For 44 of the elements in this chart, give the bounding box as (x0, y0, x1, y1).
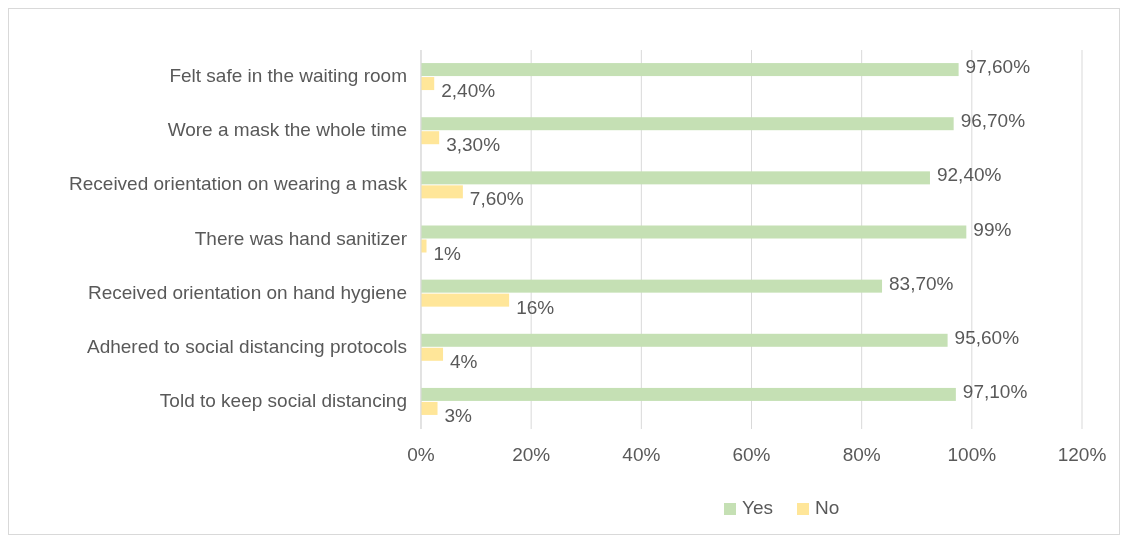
y-tick-label: Received orientation on wearing a mask (69, 173, 408, 195)
bar (421, 63, 959, 77)
x-tick-label: 60% (732, 444, 771, 465)
data-label: 4% (450, 350, 478, 372)
x-tick-label: 100% (947, 444, 997, 465)
data-label: 95,60% (954, 326, 1020, 348)
bar (421, 387, 956, 401)
data-label: 7,60% (469, 188, 524, 210)
legend-label: Yes (742, 497, 773, 519)
bar (421, 239, 427, 253)
data-label: 97,60% (965, 56, 1031, 78)
bar (421, 293, 510, 307)
bar (421, 333, 948, 347)
y-tick-label: Told to keep social distancing (159, 389, 407, 411)
data-label: 99% (973, 218, 1012, 240)
x-tick-label: 0% (407, 444, 435, 465)
data-label: 92,40% (936, 164, 1002, 186)
data-label: 1% (433, 242, 462, 264)
bar (421, 225, 967, 239)
data-label: 97,10% (962, 380, 1028, 402)
y-tick-label: Received orientation on hand hygiene (87, 281, 407, 303)
bar (421, 171, 930, 185)
y-tick-label: There was hand sanitizer (194, 227, 408, 249)
bar (421, 131, 440, 145)
y-tick-label: Wore a mask the whole time (167, 119, 407, 141)
data-label: 3,30% (446, 134, 501, 156)
bar (421, 347, 444, 361)
bar (421, 117, 954, 131)
y-tick-label: Felt safe in the waiting room (169, 65, 407, 87)
data-label: 3% (444, 404, 473, 426)
bar (421, 401, 438, 415)
y-tick-label: Adhered to social distancing protocols (86, 335, 407, 357)
legend-label: No (815, 497, 840, 519)
x-tick-label: 20% (512, 444, 551, 465)
bar (421, 185, 463, 199)
data-label: 2,40% (441, 80, 496, 102)
x-tick-label: 80% (842, 444, 881, 465)
bar (421, 77, 435, 91)
x-tick-label: 40% (622, 444, 661, 465)
data-label: 96,70% (960, 110, 1026, 132)
data-label: 16% (516, 296, 555, 318)
bar (421, 279, 883, 293)
x-tick-label: 120% (1057, 444, 1107, 465)
data-label: 83,70% (889, 272, 954, 294)
